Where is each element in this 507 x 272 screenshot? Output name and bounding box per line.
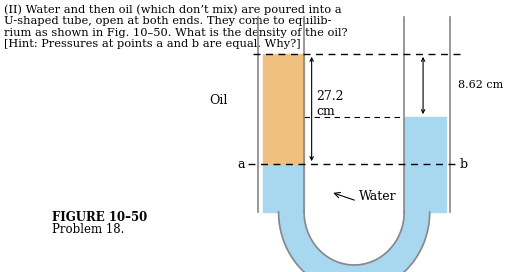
Text: FIGURE 10–50: FIGURE 10–50 <box>52 211 147 224</box>
Text: a: a <box>237 157 244 171</box>
Text: Water: Water <box>359 190 396 203</box>
Text: b: b <box>460 157 468 171</box>
Text: 8.62 cm: 8.62 cm <box>458 81 503 91</box>
Polygon shape <box>278 212 430 272</box>
Text: (II) Water and then oil (which don’t mix) are poured into a
U-shaped tube, open : (II) Water and then oil (which don’t mix… <box>4 4 347 49</box>
Text: 27.2
cm: 27.2 cm <box>316 90 344 118</box>
Text: Problem 18.: Problem 18. <box>52 223 124 236</box>
Text: Oil: Oil <box>209 94 228 107</box>
